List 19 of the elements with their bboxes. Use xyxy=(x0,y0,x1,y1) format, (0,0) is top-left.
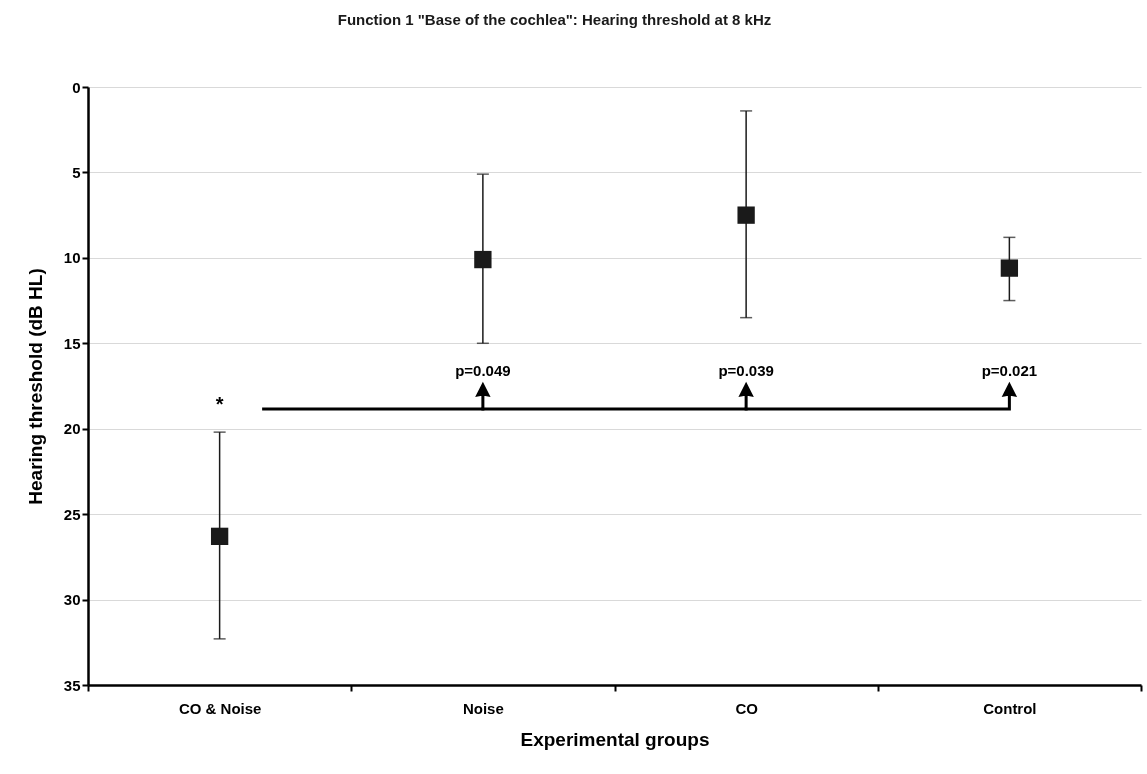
annotation: * xyxy=(215,393,224,415)
x-tick-label: CO & Noise xyxy=(178,699,262,717)
x-tick-label: CO xyxy=(735,699,759,717)
y-tick-label: 0 xyxy=(72,78,81,96)
y-tick-label: 15 xyxy=(63,334,81,352)
y-tick-label: 10 xyxy=(63,249,81,267)
annotation: p=0.021 xyxy=(981,362,1038,379)
annotation: p=0.039 xyxy=(718,362,774,379)
y-axis-title: Hearing threshold (dB HL) xyxy=(24,268,46,505)
y-tick-label: 25 xyxy=(63,505,81,523)
y-tick-label: 35 xyxy=(63,676,81,694)
y-tick-label: 5 xyxy=(72,163,81,181)
x-tick-label: Control xyxy=(983,699,1037,717)
x-tick-label: Noise xyxy=(462,699,504,717)
annotation: p=0.049 xyxy=(455,362,511,379)
y-tick-label: 30 xyxy=(63,591,81,609)
chart-title: Function 1 "Base of the cochlea": Hearing threshold at 8 kHz xyxy=(337,11,772,28)
y-tick-label: 20 xyxy=(63,420,81,438)
x-axis-title: Experimental groups xyxy=(520,728,710,750)
